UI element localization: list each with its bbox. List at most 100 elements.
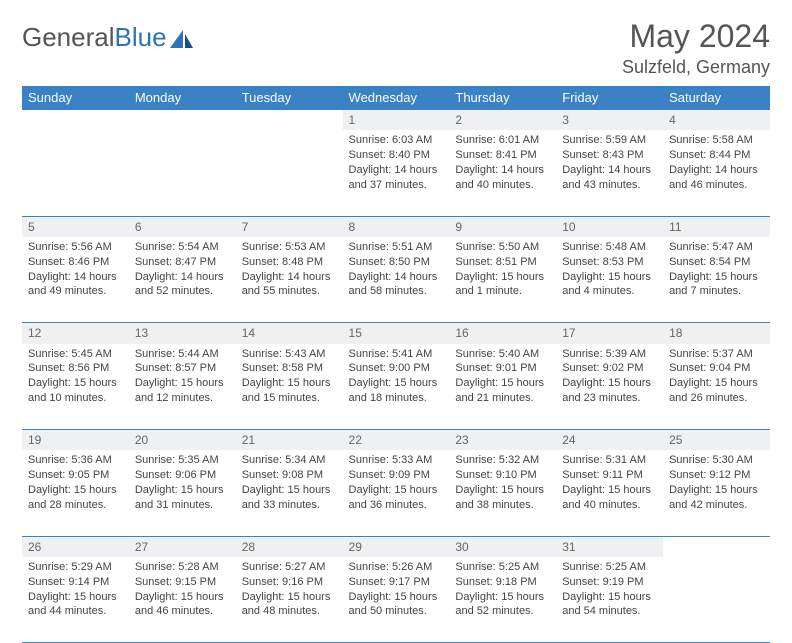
sunrise-line: Sunrise: 5:53 AM xyxy=(242,240,337,255)
day-number-cell xyxy=(22,110,129,131)
day-number-cell: 28 xyxy=(236,536,343,557)
month-title: May 2024 xyxy=(622,18,770,55)
daylight-line: Daylight: 15 hours and 26 minutes. xyxy=(669,376,764,406)
sunrise-line: Sunrise: 5:37 AM xyxy=(669,347,764,362)
day-number-cell: 11 xyxy=(663,216,770,237)
day-number-cell: 21 xyxy=(236,430,343,451)
daylight-line: Daylight: 15 hours and 40 minutes. xyxy=(562,483,657,513)
daylight-line: Daylight: 15 hours and 23 minutes. xyxy=(562,376,657,406)
daylight-line: Daylight: 15 hours and 7 minutes. xyxy=(669,270,764,300)
location-label: Sulzfeld, Germany xyxy=(622,57,770,78)
sunset-line: Sunset: 8:54 PM xyxy=(669,255,764,270)
sunrise-line: Sunrise: 5:56 AM xyxy=(28,240,123,255)
daylight-line: Daylight: 14 hours and 58 minutes. xyxy=(349,270,444,300)
day-number-cell: 25 xyxy=(663,430,770,451)
weekday-header: Saturday xyxy=(663,86,770,110)
day-content-cell: Sunrise: 5:45 AMSunset: 8:56 PMDaylight:… xyxy=(22,344,129,430)
daylight-line: Daylight: 14 hours and 49 minutes. xyxy=(28,270,123,300)
sunset-line: Sunset: 8:51 PM xyxy=(455,255,550,270)
day-number-cell: 17 xyxy=(556,323,663,344)
day-number-cell: 6 xyxy=(129,216,236,237)
daylight-line: Daylight: 15 hours and 42 minutes. xyxy=(669,483,764,513)
daylight-line: Daylight: 15 hours and 1 minute. xyxy=(455,270,550,300)
day-content-cell: Sunrise: 5:28 AMSunset: 9:15 PMDaylight:… xyxy=(129,557,236,643)
sunrise-line: Sunrise: 5:36 AM xyxy=(28,453,123,468)
weekday-header: Thursday xyxy=(449,86,556,110)
daylight-line: Daylight: 15 hours and 18 minutes. xyxy=(349,376,444,406)
day-number-cell: 23 xyxy=(449,430,556,451)
day-number-row: 1234 xyxy=(22,110,770,131)
day-number-cell: 24 xyxy=(556,430,663,451)
daylight-line: Daylight: 15 hours and 50 minutes. xyxy=(349,590,444,620)
day-number-row: 567891011 xyxy=(22,216,770,237)
sunset-line: Sunset: 9:12 PM xyxy=(669,468,764,483)
day-content-cell: Sunrise: 5:44 AMSunset: 8:57 PMDaylight:… xyxy=(129,344,236,430)
daylight-line: Daylight: 15 hours and 33 minutes. xyxy=(242,483,337,513)
weekday-header: Sunday xyxy=(22,86,129,110)
sunrise-line: Sunrise: 5:26 AM xyxy=(349,560,444,575)
sunrise-line: Sunrise: 5:29 AM xyxy=(28,560,123,575)
sunrise-line: Sunrise: 5:50 AM xyxy=(455,240,550,255)
day-content-cell xyxy=(236,130,343,216)
day-content-cell: Sunrise: 5:35 AMSunset: 9:06 PMDaylight:… xyxy=(129,450,236,536)
day-content-cell: Sunrise: 5:25 AMSunset: 9:18 PMDaylight:… xyxy=(449,557,556,643)
sunrise-line: Sunrise: 5:45 AM xyxy=(28,347,123,362)
daylight-line: Daylight: 15 hours and 48 minutes. xyxy=(242,590,337,620)
day-content-cell xyxy=(663,557,770,643)
day-number-cell: 1 xyxy=(343,110,450,131)
daylight-line: Daylight: 14 hours and 55 minutes. xyxy=(242,270,337,300)
sunrise-line: Sunrise: 5:28 AM xyxy=(135,560,230,575)
sunrise-line: Sunrise: 5:59 AM xyxy=(562,133,657,148)
day-number-cell: 27 xyxy=(129,536,236,557)
sunset-line: Sunset: 9:00 PM xyxy=(349,361,444,376)
daylight-line: Daylight: 15 hours and 44 minutes. xyxy=(28,590,123,620)
day-content-cell: Sunrise: 5:50 AMSunset: 8:51 PMDaylight:… xyxy=(449,237,556,323)
sunrise-line: Sunrise: 5:58 AM xyxy=(669,133,764,148)
day-content-cell: Sunrise: 5:36 AMSunset: 9:05 PMDaylight:… xyxy=(22,450,129,536)
day-content-cell: Sunrise: 5:58 AMSunset: 8:44 PMDaylight:… xyxy=(663,130,770,216)
day-number-cell: 29 xyxy=(343,536,450,557)
daylight-line: Daylight: 15 hours and 36 minutes. xyxy=(349,483,444,513)
day-content-cell: Sunrise: 5:31 AMSunset: 9:11 PMDaylight:… xyxy=(556,450,663,536)
daylight-line: Daylight: 15 hours and 4 minutes. xyxy=(562,270,657,300)
daylight-line: Daylight: 15 hours and 10 minutes. xyxy=(28,376,123,406)
day-number-cell: 13 xyxy=(129,323,236,344)
sunset-line: Sunset: 9:09 PM xyxy=(349,468,444,483)
sunset-line: Sunset: 9:10 PM xyxy=(455,468,550,483)
day-number-row: 19202122232425 xyxy=(22,430,770,451)
header: GeneralBlue May 2024 Sulzfeld, Germany xyxy=(22,18,770,78)
day-content-cell xyxy=(22,130,129,216)
sunset-line: Sunset: 8:47 PM xyxy=(135,255,230,270)
sunset-line: Sunset: 8:41 PM xyxy=(455,148,550,163)
daylight-line: Daylight: 14 hours and 40 minutes. xyxy=(455,163,550,193)
sunrise-line: Sunrise: 6:01 AM xyxy=(455,133,550,148)
daylight-line: Daylight: 15 hours and 38 minutes. xyxy=(455,483,550,513)
sunrise-line: Sunrise: 5:39 AM xyxy=(562,347,657,362)
day-content-cell: Sunrise: 5:37 AMSunset: 9:04 PMDaylight:… xyxy=(663,344,770,430)
day-number-cell xyxy=(236,110,343,131)
sunset-line: Sunset: 8:57 PM xyxy=(135,361,230,376)
weekday-header: Monday xyxy=(129,86,236,110)
sunrise-line: Sunrise: 5:35 AM xyxy=(135,453,230,468)
day-content-cell: Sunrise: 5:48 AMSunset: 8:53 PMDaylight:… xyxy=(556,237,663,323)
sunrise-line: Sunrise: 5:31 AM xyxy=(562,453,657,468)
sunrise-line: Sunrise: 5:34 AM xyxy=(242,453,337,468)
sunset-line: Sunset: 8:50 PM xyxy=(349,255,444,270)
sunset-line: Sunset: 8:43 PM xyxy=(562,148,657,163)
sunset-line: Sunset: 9:04 PM xyxy=(669,361,764,376)
daylight-line: Daylight: 14 hours and 43 minutes. xyxy=(562,163,657,193)
day-number-cell: 12 xyxy=(22,323,129,344)
day-number-cell: 19 xyxy=(22,430,129,451)
day-content-cell: Sunrise: 5:30 AMSunset: 9:12 PMDaylight:… xyxy=(663,450,770,536)
day-content-cell: Sunrise: 5:32 AMSunset: 9:10 PMDaylight:… xyxy=(449,450,556,536)
sunrise-line: Sunrise: 5:25 AM xyxy=(455,560,550,575)
day-number-cell: 26 xyxy=(22,536,129,557)
calendar-table: SundayMondayTuesdayWednesdayThursdayFrid… xyxy=(22,86,770,643)
sunset-line: Sunset: 9:02 PM xyxy=(562,361,657,376)
weekday-header: Friday xyxy=(556,86,663,110)
day-content-row: Sunrise: 5:56 AMSunset: 8:46 PMDaylight:… xyxy=(22,237,770,323)
daylight-line: Daylight: 15 hours and 12 minutes. xyxy=(135,376,230,406)
day-number-cell: 9 xyxy=(449,216,556,237)
sunset-line: Sunset: 8:53 PM xyxy=(562,255,657,270)
sunset-line: Sunset: 8:40 PM xyxy=(349,148,444,163)
